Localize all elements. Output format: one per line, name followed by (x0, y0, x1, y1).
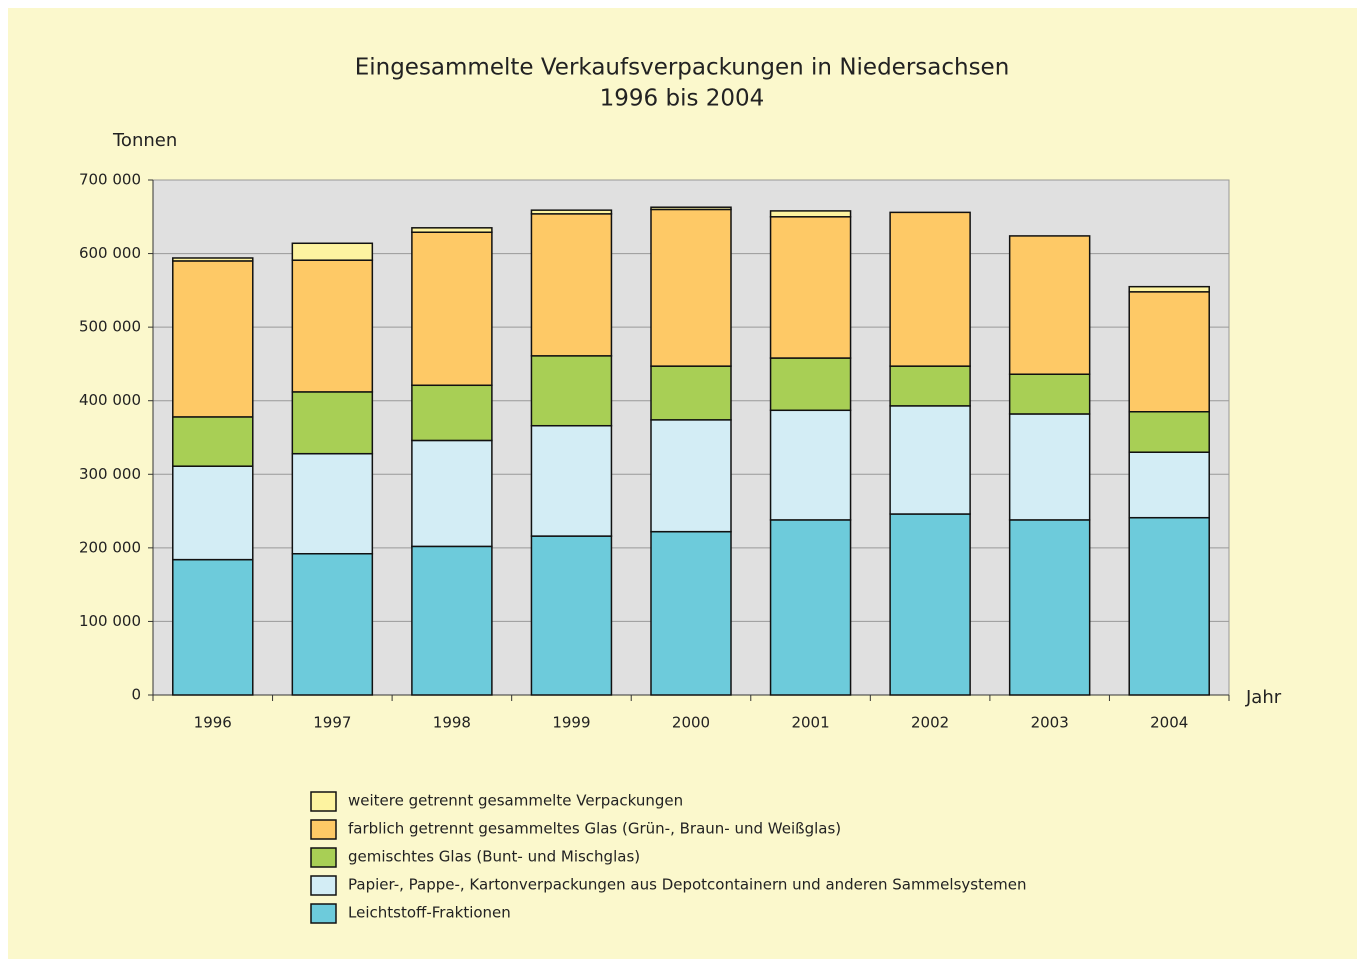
bar-segment (1128, 285, 1210, 293)
bar-segment (769, 357, 852, 412)
bar-segment (1008, 413, 1091, 521)
bar-segment (769, 519, 852, 696)
bar-segment (530, 209, 613, 215)
bar-segment (530, 424, 613, 537)
legend-label: gemischtes Glas (Bunt- und Mischglas) (348, 848, 640, 866)
y-tick-label: 0 (131, 686, 141, 704)
bar-segment (650, 530, 732, 696)
x-tick-label: 2001 (791, 714, 829, 732)
legend-swatch (310, 791, 337, 812)
bar-segment (530, 213, 613, 357)
x-tick-label: 1999 (552, 714, 590, 732)
bar-segment (172, 465, 254, 561)
bar-segment (769, 409, 852, 521)
y-tick-label: 600 000 (79, 244, 141, 262)
bar-segment (1008, 373, 1091, 415)
x-tick-label: 2002 (911, 714, 949, 732)
legend-swatch (310, 903, 337, 924)
y-tick-label: 700 000 (79, 171, 141, 189)
y-tick-label: 100 000 (79, 612, 141, 630)
bar-segment (650, 365, 732, 421)
x-axis-label: Jahr (1245, 687, 1282, 708)
bar-segment (1008, 519, 1091, 696)
legend-label: farblich getrennt gesammeltes Glas (Grün… (348, 820, 841, 838)
bar-segment (650, 206, 732, 211)
bar-segment (411, 545, 493, 696)
bar-segment (172, 257, 254, 262)
bar-segment (291, 391, 374, 455)
bar-segment (889, 365, 971, 407)
x-tick-label: 1996 (194, 714, 232, 732)
bar-segment (769, 210, 852, 218)
x-tick-label: 2003 (1031, 714, 1069, 732)
bar-segment (291, 452, 374, 555)
legend-swatch (310, 847, 337, 868)
bar-segment (291, 242, 374, 261)
chart-subtitle: 1996 bis 2004 (600, 86, 765, 112)
bar-segment (889, 211, 971, 367)
y-tick-label: 300 000 (79, 465, 141, 483)
legend-label: Papier-, Pappe-, Kartonverpackungen aus … (348, 876, 1027, 894)
x-tick-label: 2000 (672, 714, 710, 732)
bar-segment (650, 419, 732, 533)
bar-segment (1008, 235, 1091, 375)
bar-segment (291, 552, 374, 696)
y-tick-label: 200 000 (79, 538, 141, 556)
bar-segment (291, 259, 374, 393)
bar-segment (889, 513, 971, 696)
y-tick-label: 500 000 (79, 318, 141, 336)
chart-title: Eingesammelte Verkaufsverpackungen in Ni… (355, 55, 1010, 81)
bar-segment (172, 416, 254, 467)
bar-segment (172, 260, 254, 418)
bar-segment (1128, 516, 1210, 696)
bar-segment (889, 405, 971, 515)
y-tick-label: 400 000 (79, 391, 141, 409)
bar-segment (530, 535, 613, 696)
bar-segment (650, 208, 732, 367)
legend-swatch (310, 875, 337, 896)
bar-segment (411, 439, 493, 548)
y-axis-label: Tonnen (112, 130, 177, 151)
bar-segment (411, 231, 493, 387)
bar-segment (1128, 411, 1210, 453)
x-tick-label: 1998 (433, 714, 471, 732)
bar-segment (411, 227, 493, 233)
bar-segment (769, 216, 852, 359)
bar-segment (1128, 291, 1210, 413)
bar-segment (1128, 451, 1210, 519)
bar-segment (530, 355, 613, 427)
x-tick-label: 2004 (1150, 714, 1188, 732)
legend-label: Leichtstoff-Fraktionen (348, 904, 511, 922)
legend-label: weitere getrennt gesammelte Verpackungen (348, 792, 683, 810)
legend-swatch (310, 819, 337, 840)
bar-segment (411, 384, 493, 442)
bar-segment (172, 558, 254, 696)
x-tick-label: 1997 (313, 714, 351, 732)
